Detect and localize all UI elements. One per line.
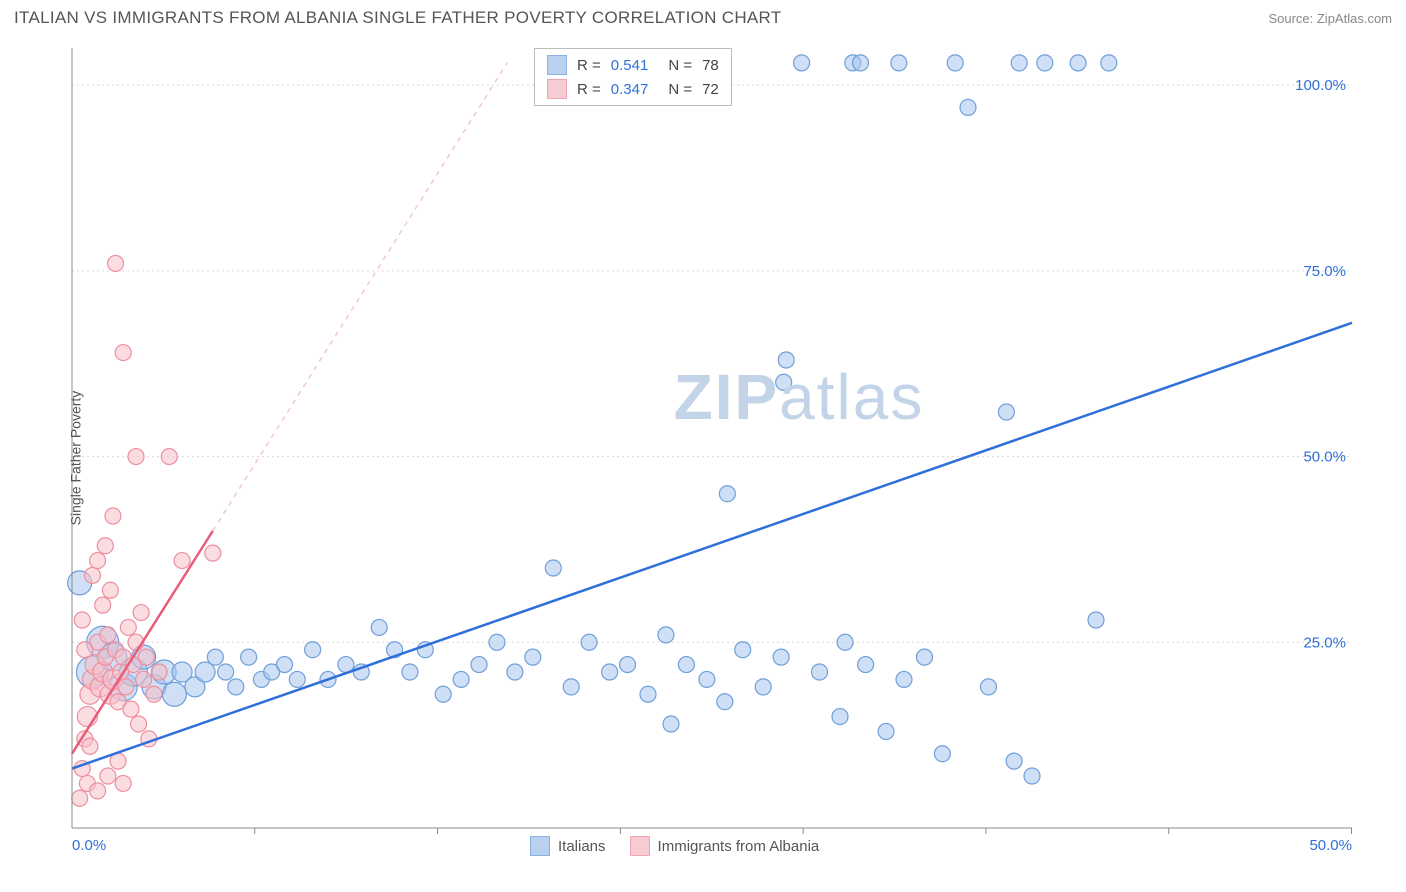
legend-swatch-icon xyxy=(530,836,550,856)
legend-n-value: 72 xyxy=(702,81,719,98)
y-axis-label: Single Father Poverty xyxy=(67,391,83,526)
legend-n-value: 78 xyxy=(702,57,719,74)
chart-header: ITALIAN VS IMMIGRANTS FROM ALBANIA SINGL… xyxy=(0,0,1406,32)
legend-series: Italians Immigrants from Albania xyxy=(524,834,825,858)
legend-swatch-icon xyxy=(630,836,650,856)
source-label: Source: ZipAtlas.com xyxy=(1268,11,1392,26)
legend-n-label: N = xyxy=(668,57,692,74)
svg-text:25.0%: 25.0% xyxy=(1303,634,1346,651)
legend-series-name: Immigrants from Albania xyxy=(658,838,820,855)
legend-swatch-icon xyxy=(547,79,567,99)
legend-series-item: Italians xyxy=(530,836,606,856)
legend-swatch-icon xyxy=(547,55,567,75)
legend-r-value: 0.541 xyxy=(611,57,649,74)
svg-text:50.0%: 50.0% xyxy=(1309,837,1352,854)
scatter-chart: 25.0% 50.0% 75.0% 100.0% 0.0% 50.0% xyxy=(14,38,1392,878)
svg-text:50.0%: 50.0% xyxy=(1303,449,1346,466)
legend-stats-row: R = 0.541 N = 78 xyxy=(547,55,719,75)
legend-n-label: N = xyxy=(668,81,692,98)
legend-series-item: Immigrants from Albania xyxy=(630,836,820,856)
legend-stats: R = 0.541 N = 78 R = 0.347 N = 72 xyxy=(534,48,732,106)
chart-area: Single Father Poverty 25.0% 50.0% 75.0% 100… xyxy=(14,38,1392,878)
svg-text:0.0%: 0.0% xyxy=(72,837,106,854)
legend-series-name: Italians xyxy=(558,838,606,855)
legend-stats-row: R = 0.347 N = 72 xyxy=(547,79,719,99)
svg-text:75.0%: 75.0% xyxy=(1303,263,1346,280)
legend-r-label: R = xyxy=(577,81,601,98)
chart-title: ITALIAN VS IMMIGRANTS FROM ALBANIA SINGL… xyxy=(14,8,782,28)
legend-r-value: 0.347 xyxy=(611,81,649,98)
svg-text:100.0%: 100.0% xyxy=(1295,77,1346,94)
legend-r-label: R = xyxy=(577,57,601,74)
